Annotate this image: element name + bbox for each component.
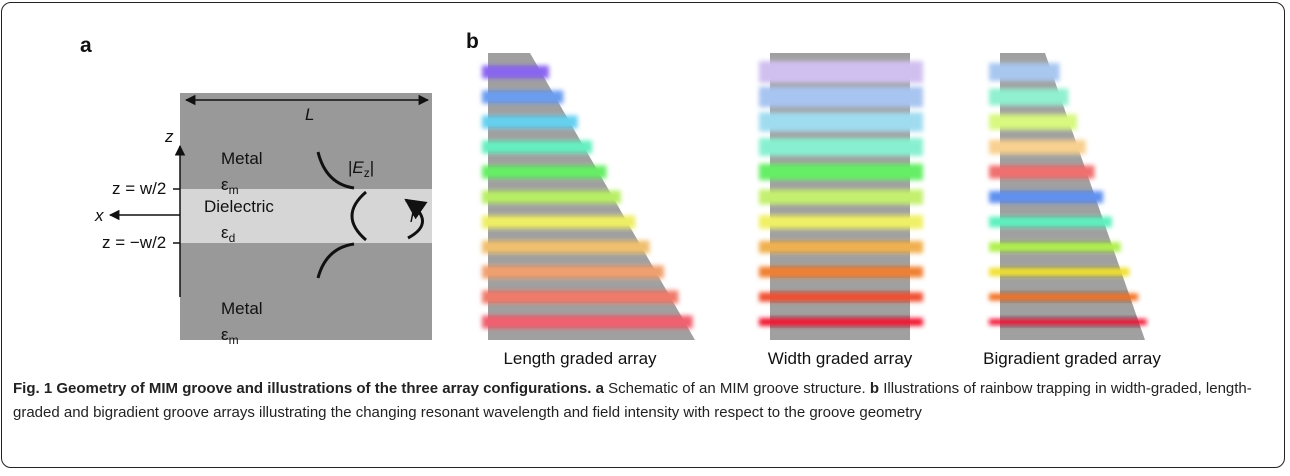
trapped-light [482, 216, 635, 229]
trapped-light [989, 89, 1068, 106]
caption-title: Geometry of MIM groove and illustrations… [56, 380, 591, 397]
part-label: b [870, 380, 879, 397]
trapped-light [482, 116, 578, 129]
trapped-light [482, 266, 664, 279]
panel-label: a [80, 34, 92, 57]
trapped-light [759, 215, 923, 229]
trapped-light [759, 164, 923, 180]
trapped-light [482, 191, 621, 204]
trapped-light [989, 242, 1121, 252]
array-label: Width graded array [768, 349, 913, 368]
panel-label: b [466, 30, 479, 53]
trapped-light [482, 66, 549, 79]
trapped-light [989, 114, 1077, 130]
trapped-light [759, 292, 923, 301]
length-label: L [305, 105, 314, 124]
figure-number: Fig. 1 [13, 380, 52, 397]
trapped-light [482, 316, 693, 329]
field-label: |Ez| [348, 158, 374, 180]
z-top: z = w/2 [112, 179, 166, 198]
trapped-light [759, 190, 923, 205]
metal-label: Metal [221, 299, 263, 318]
trapped-light [989, 165, 1094, 178]
part-text: Schematic of an MIM groove structure. [608, 380, 866, 397]
trapped-light [989, 293, 1138, 300]
trapped-light [759, 112, 923, 131]
part-label: a [596, 380, 604, 397]
figure: a L z x z = w/2 z = −w/2 Metal εm Dielec… [0, 0, 1290, 376]
trapped-light [759, 138, 923, 156]
array-label: Length graded array [503, 349, 657, 368]
caption: Fig. 1 Geometry of MIM groove and illust… [13, 377, 1275, 425]
dielectric-label: Dielectric [204, 197, 274, 216]
trapped-light [759, 267, 923, 278]
array-label: Bigradient graded array [983, 349, 1161, 368]
trapped-light [989, 319, 1147, 325]
metal-label: Metal [221, 149, 263, 168]
trapped-light [989, 191, 1103, 203]
trapped-light [759, 318, 923, 326]
trapped-light [482, 166, 606, 179]
z-bottom: z = −w/2 [102, 233, 166, 252]
trapped-light [989, 217, 1112, 228]
trapped-light [989, 268, 1129, 276]
x-label: x [94, 206, 104, 225]
arrays [480, 53, 1180, 341]
trapped-light [759, 241, 923, 253]
trapped-light [482, 141, 592, 154]
page: a L z x z = w/2 z = −w/2 Metal εm Dielec… [0, 0, 1290, 476]
trapped-light [759, 87, 923, 108]
trapped-light [759, 61, 923, 83]
z-label: z [164, 127, 174, 146]
trapped-light [482, 91, 563, 104]
trapped-light [989, 140, 1086, 154]
trapped-light [482, 241, 650, 254]
trapped-light [989, 63, 1060, 81]
trapped-light [482, 291, 678, 304]
